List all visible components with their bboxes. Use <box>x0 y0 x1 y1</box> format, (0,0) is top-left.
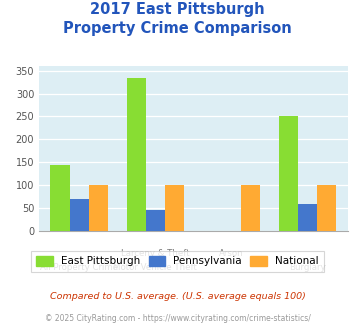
Bar <box>89 185 108 231</box>
Bar <box>298 204 317 231</box>
Text: Compared to U.S. average. (U.S. average equals 100): Compared to U.S. average. (U.S. average … <box>50 292 305 301</box>
Text: Motor Vehicle Theft: Motor Vehicle Theft <box>113 263 197 272</box>
Bar <box>317 185 337 231</box>
Bar <box>165 185 184 231</box>
Text: Larceny & Theft: Larceny & Theft <box>121 249 190 258</box>
Text: © 2025 CityRating.com - https://www.cityrating.com/crime-statistics/: © 2025 CityRating.com - https://www.city… <box>45 314 310 323</box>
Bar <box>127 79 146 231</box>
Legend: East Pittsburgh, Pennsylvania, National: East Pittsburgh, Pennsylvania, National <box>31 251 324 272</box>
Bar <box>241 185 260 231</box>
Text: All Property Crime: All Property Crime <box>40 263 118 272</box>
Bar <box>50 165 70 231</box>
Text: 2017 East Pittsburgh: 2017 East Pittsburgh <box>90 2 265 16</box>
Bar <box>70 199 89 231</box>
Bar <box>279 116 298 231</box>
Bar <box>146 211 165 231</box>
Text: Arson: Arson <box>219 249 244 258</box>
Text: Burglary: Burglary <box>290 263 326 272</box>
Text: Property Crime Comparison: Property Crime Comparison <box>63 21 292 36</box>
